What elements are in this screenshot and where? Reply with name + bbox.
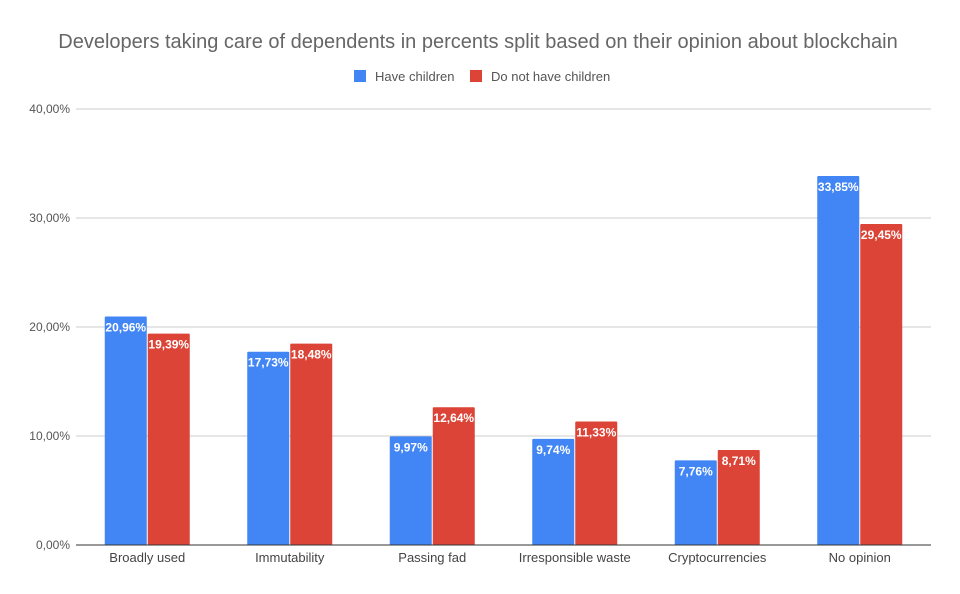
- data-label: 9,74%: [536, 443, 570, 457]
- legend: Have children Do not have children: [354, 69, 610, 84]
- y-tick-label: 10,00%: [29, 429, 70, 443]
- bar-have-children: [389, 436, 432, 545]
- bar-have-children: [674, 460, 717, 545]
- data-label: 9,97%: [394, 440, 428, 454]
- chart-title: Developers taking care of dependents in …: [58, 31, 897, 53]
- x-category-label: No opinion: [829, 550, 891, 565]
- data-label: 12,64%: [433, 411, 474, 425]
- x-category-label: Passing fad: [398, 550, 466, 565]
- data-label: 11,33%: [576, 426, 616, 440]
- gridlines: [76, 108, 931, 437]
- data-label: 20,96%: [105, 321, 146, 335]
- bar-no-children: [717, 450, 760, 545]
- bar-no-children: [575, 421, 618, 545]
- bar-have-children: [532, 438, 575, 545]
- data-label: 8,71%: [722, 454, 756, 468]
- data-label: 29,45%: [861, 228, 902, 242]
- x-category-label: Irresponsible waste: [519, 550, 631, 565]
- data-label: 17,73%: [248, 356, 289, 370]
- legend-swatch-no-children: [470, 70, 482, 82]
- y-tick-label: 20,00%: [29, 320, 70, 334]
- y-tick-label: 40,00%: [29, 102, 70, 116]
- bar-have-children: [817, 176, 860, 545]
- legend-label-have-children: Have children: [375, 69, 455, 84]
- y-tick-label: 30,00%: [29, 211, 70, 225]
- x-category-label: Immutability: [255, 550, 325, 565]
- bar-no-children: [147, 333, 190, 545]
- data-label: 19,39%: [148, 338, 189, 352]
- x-axis-categories: Broadly used Immutability Passing fad Irres…: [109, 550, 891, 565]
- bar-no-children: [432, 407, 475, 545]
- bar-have-children: [104, 316, 147, 545]
- data-label: 7,76%: [679, 464, 713, 478]
- bar-no-children: [290, 343, 333, 545]
- x-category-label: Cryptocurrencies: [668, 550, 767, 565]
- bar-no-children: [860, 223, 903, 545]
- bars: [104, 176, 903, 545]
- x-category-label: Broadly used: [109, 550, 185, 565]
- legend-swatch-have-children: [354, 70, 366, 82]
- y-tick-label: 0,00%: [36, 538, 70, 552]
- bar-have-children: [247, 351, 290, 545]
- legend-label-no-children: Do not have children: [491, 69, 610, 84]
- data-label: 18,48%: [291, 348, 332, 362]
- data-label: 33,85%: [818, 180, 859, 194]
- data-labels: 20,96%19,39% 17,73%18,48% 9,97% 12,64% 9,74%…: [105, 180, 902, 478]
- y-axis-ticks: 0,00% 10,00% 20,00% 30,00% 40,00%: [29, 102, 70, 552]
